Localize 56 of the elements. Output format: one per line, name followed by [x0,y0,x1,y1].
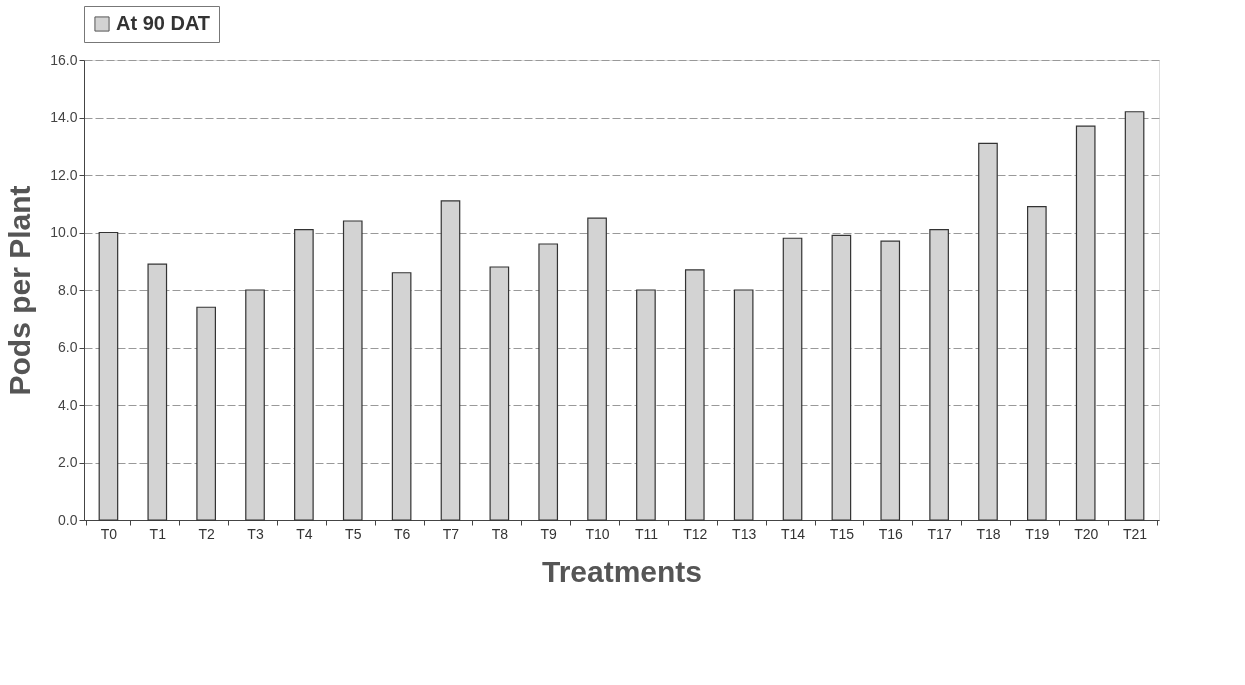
x-tick-label: T21 [1123,525,1148,542]
y-tick-label: 2.0 [58,454,78,470]
bar [489,266,510,521]
bar [196,306,216,521]
bar [1027,206,1047,521]
x-tick-label: T9 [540,525,558,542]
bar [538,243,559,521]
x-tick-label: T0 [100,525,118,542]
y-tick-label: 0.0 [58,511,78,528]
x-tick-label: T6 [393,525,411,542]
x-tick-label: T4 [296,525,313,542]
bar [733,289,754,521]
x-tick-label: T18 [976,525,1001,542]
bar [684,269,705,521]
legend-label: At 90 DAT [116,12,211,34]
bar [342,220,363,521]
x-tick-label: T3 [247,525,264,542]
x-tick-label: T1 [149,525,167,542]
x-tick-label: T16 [878,525,904,542]
bar [245,289,265,521]
x-tick-label: T17 [927,525,952,542]
bar [880,240,901,521]
bar [636,289,656,521]
x-tick-label: T8 [491,525,509,542]
x-tick-label: T11 [634,525,659,542]
y-tick-label: 4.0 [58,396,78,413]
y-tick-label: 12.0 [50,166,78,183]
x-tick-label: T5 [345,525,362,542]
bar [1124,111,1145,521]
y-tick-label: 8.0 [58,281,78,298]
bar [978,142,998,521]
y-tick-label: 10.0 [50,224,78,240]
y-tick-label: 16.0 [50,51,78,68]
bar [831,234,852,521]
y-tick-label: 6.0 [58,339,78,355]
x-tick-label: T7 [442,525,460,542]
bar [440,200,461,521]
bar [98,231,119,521]
bar [929,229,949,521]
bar [1075,125,1096,521]
x-tick-label: T19 [1025,525,1050,542]
x-axis-title: Treatments [541,554,703,588]
y-tick-label: 14.0 [50,109,78,125]
x-tick-label: T12 [683,525,708,542]
bar [782,237,803,521]
bar [391,272,412,521]
x-tick-label: T10 [585,525,610,542]
x-tick-label: T15 [829,525,855,542]
x-tick-label: T2 [198,525,216,542]
x-tick-label: T20 [1074,525,1099,542]
bar [587,217,607,521]
x-tick-label: T14 [780,525,806,542]
y-axis-title: Pods per Plant [3,185,37,396]
bar [147,263,168,521]
bar [294,229,314,521]
x-tick-label: T13 [732,525,757,542]
